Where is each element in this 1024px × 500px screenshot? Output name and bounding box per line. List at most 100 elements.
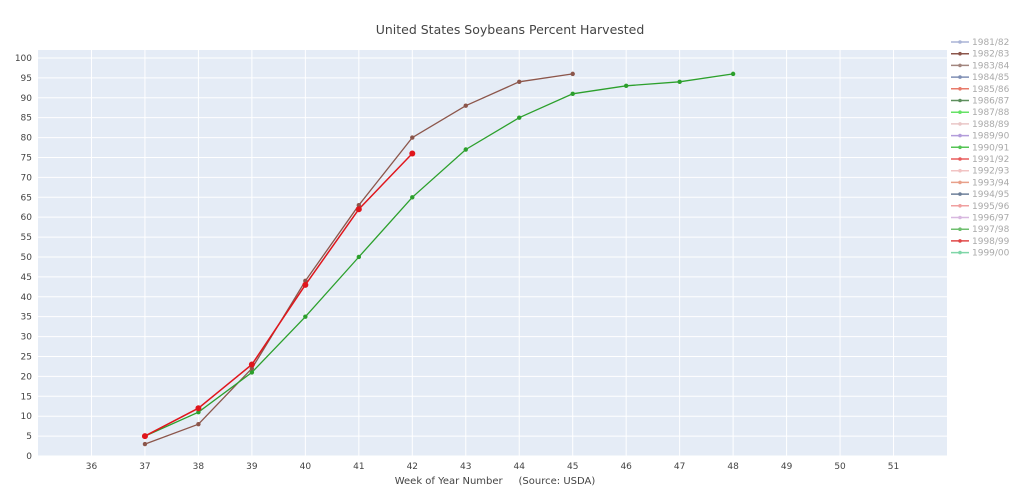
legend-marker <box>958 227 962 231</box>
legend-item[interactable]: 1999/00 <box>951 249 1010 259</box>
legend-marker <box>958 87 962 91</box>
y-tick-label: 30 <box>21 333 33 343</box>
legend-item[interactable]: 1985/86 <box>951 85 1010 95</box>
data-point <box>677 79 682 85</box>
y-tick-label: 85 <box>21 114 32 124</box>
y-tick-label: 95 <box>21 74 32 84</box>
legend-item[interactable]: 1991/92 <box>951 155 1009 165</box>
legend-marker <box>958 180 962 185</box>
x-tick-label: 40 <box>300 462 312 472</box>
legend-item[interactable]: 1994/95 <box>951 190 1009 200</box>
data-point <box>623 83 629 89</box>
x-axis-title: Week of Year Number (Source: USDA) <box>395 476 596 487</box>
data-point <box>249 366 255 371</box>
y-tick-label: 45 <box>21 273 32 283</box>
x-tick-label: 37 <box>139 462 150 472</box>
legend-marker <box>958 145 962 150</box>
legend-item[interactable]: 1981/82 <box>951 38 1009 48</box>
legend-label: 1995/96 <box>972 202 1010 212</box>
x-tick-label: 46 <box>620 462 632 472</box>
x-tick-label: 36 <box>86 462 98 472</box>
legend-label: 1997/98 <box>972 225 1010 235</box>
legend-label: 1990/91 <box>972 143 1009 153</box>
legend-item[interactable]: 1996/97 <box>951 214 1009 224</box>
legend-label: 1986/87 <box>972 97 1009 107</box>
legend-marker <box>958 133 962 138</box>
y-axis-ticks: 0 5 10 15 20 25 30 35 40 45 50 55 60 65 70 75 80 85 90 95 10… <box>15 54 32 462</box>
legend-label: 1991/92 <box>972 155 1009 165</box>
y-tick-label: 25 <box>21 352 32 362</box>
data-point <box>249 370 255 375</box>
data-point <box>570 91 575 96</box>
legend-label: 1993/94 <box>972 178 1010 188</box>
data-point <box>409 150 416 157</box>
y-tick-label: 5 <box>26 432 32 442</box>
legend-label: 1998/99 <box>972 237 1010 247</box>
legend-label: 1988/89 <box>972 120 1010 130</box>
legend-item[interactable]: 1993/94 <box>951 178 1010 188</box>
x-tick-label: 47 <box>674 462 685 472</box>
legend-marker <box>958 168 962 173</box>
legend-item[interactable]: 1998/99 <box>951 237 1010 247</box>
legend-item[interactable]: 1983/84 <box>951 61 1010 71</box>
grid-lines <box>38 50 947 457</box>
data-point <box>302 281 309 288</box>
legend-item[interactable]: 1992/93 <box>951 167 1009 177</box>
x-tick-label: 44 <box>514 462 526 472</box>
legend-item[interactable]: 1987/88 <box>951 108 1010 118</box>
data-point <box>196 421 201 427</box>
data-point <box>570 71 575 77</box>
data-point <box>248 361 255 368</box>
data-point <box>410 135 415 140</box>
y-tick-label: 75 <box>21 153 32 163</box>
x-tick-label: 49 <box>781 462 793 472</box>
x-tick-label: 41 <box>353 462 364 472</box>
x-tick-label: 39 <box>246 462 258 472</box>
y-tick-label: 80 <box>21 134 33 144</box>
data-point <box>463 103 468 108</box>
legend-label: 1982/83 <box>972 50 1009 60</box>
legend-marker <box>958 239 962 243</box>
x-tick-label: 48 <box>727 462 739 472</box>
y-tick-label: 90 <box>21 94 33 104</box>
data-point <box>356 254 362 260</box>
legend-item[interactable]: 1997/98 <box>951 225 1010 235</box>
legend-item[interactable]: 1986/87 <box>951 97 1009 107</box>
legend-marker <box>958 40 962 44</box>
legend-marker <box>958 204 962 208</box>
legend-item[interactable]: 1990/91 <box>951 143 1009 153</box>
data-point <box>730 71 736 77</box>
x-tick-label: 38 <box>193 462 205 472</box>
legend-label: 1994/95 <box>972 190 1009 200</box>
legend-marker <box>958 51 962 56</box>
y-tick-label: 35 <box>21 313 32 323</box>
x-tick-label: 45 <box>567 462 578 472</box>
series-group <box>141 71 736 447</box>
x-tick-label: 42 <box>407 462 418 472</box>
y-tick-label: 50 <box>21 253 33 263</box>
legend-item[interactable]: 1982/83 <box>951 50 1009 60</box>
data-point <box>195 405 202 412</box>
x-axis-ticks: 36 37 38 39 40 41 42 43 44 45 46 47 48 49 50 51 <box>86 462 900 472</box>
legend-item[interactable]: 1995/96 <box>951 202 1010 212</box>
y-tick-label: 15 <box>21 392 32 402</box>
chart-title: United States Soybeans Percent Harvested <box>376 22 645 37</box>
legend-item[interactable]: 1984/85 <box>951 73 1009 83</box>
legend-label: 1987/88 <box>972 108 1010 118</box>
legend-marker <box>958 122 962 126</box>
legend-label: 1983/84 <box>972 61 1010 71</box>
x-tick-label: 43 <box>460 462 471 472</box>
legend-label: 1989/90 <box>972 132 1010 142</box>
x-tick-label: 50 <box>834 462 846 472</box>
legend-marker <box>958 110 962 114</box>
legend-item[interactable]: 1988/89 <box>951 120 1010 130</box>
data-point <box>517 115 522 120</box>
legend-item[interactable]: 1989/90 <box>951 132 1010 142</box>
y-tick-label: 10 <box>21 412 33 422</box>
y-tick-label: 70 <box>21 173 33 183</box>
data-point <box>141 433 148 440</box>
y-tick-label: 40 <box>21 293 33 303</box>
data-point <box>463 147 468 152</box>
